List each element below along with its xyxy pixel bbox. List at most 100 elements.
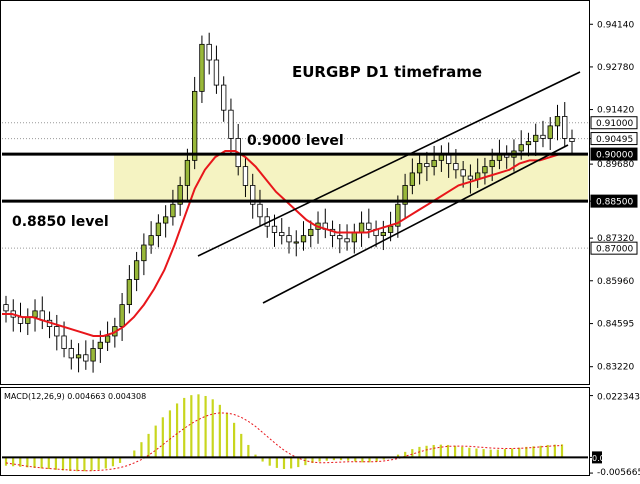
price-tag-box-4 xyxy=(590,241,638,255)
candle-body-76 xyxy=(554,116,561,127)
candle-body-27 xyxy=(199,43,205,92)
candle-body-48 xyxy=(351,232,357,243)
candle-body-64 xyxy=(467,175,474,180)
candle-body-75 xyxy=(547,125,553,139)
tick-label-4: 0.89680 xyxy=(597,160,634,170)
candle-body-54 xyxy=(395,203,401,227)
moving-average xyxy=(2,150,561,337)
candle-body-50 xyxy=(366,222,372,230)
price-tag-label-2: 0.90000 xyxy=(596,151,633,161)
candle-body-12 xyxy=(90,348,96,362)
candle-body-74 xyxy=(540,134,546,139)
macd-tick-label-0: 0.022343 xyxy=(597,393,640,403)
candle-body-72 xyxy=(525,141,532,146)
ma-line xyxy=(2,150,561,337)
candle-body-59 xyxy=(431,159,437,168)
price-axis: 0.94140 0.92780 0.91420 0.90495 0.89680 0.885… xyxy=(589,20,638,373)
candle-body-10 xyxy=(75,354,82,359)
candle-body-26 xyxy=(192,90,198,161)
candle-body-24 xyxy=(177,185,183,205)
chart-title: EURGBP D1 timeframe xyxy=(292,63,482,81)
macd-histogram: 0.022343 0.00 -0.005665 xyxy=(2,393,640,478)
candle-body-78 xyxy=(569,138,575,142)
tick-label-8: 0.84595 xyxy=(597,320,634,330)
candle-body-11 xyxy=(83,354,89,362)
candle-body-73 xyxy=(533,134,539,142)
candle-body-37 xyxy=(271,225,278,233)
macd-title: MACD(12,26,9) 0.004663 0.004308 xyxy=(4,392,146,401)
candle-body-42 xyxy=(308,228,314,237)
macd-zero-tag xyxy=(592,451,602,464)
candle-body-58 xyxy=(424,163,430,168)
price-tag-label-1: 0.90495 xyxy=(596,135,633,145)
candles xyxy=(3,32,575,373)
candle-body-4 xyxy=(32,310,38,318)
candle-body-31 xyxy=(228,109,234,139)
candle-body-41 xyxy=(300,235,307,243)
candle-body-21 xyxy=(155,222,162,237)
candle-body-30 xyxy=(221,84,227,111)
level-label-0885: 0.8850 level xyxy=(12,214,109,230)
candle-body-38 xyxy=(279,232,285,237)
candle-body-14 xyxy=(104,335,111,343)
macd-tick-label-2: -0.005665 xyxy=(597,468,640,478)
candle-body-25 xyxy=(184,159,191,186)
candle-body-8 xyxy=(61,335,67,349)
candle-body-9 xyxy=(68,348,74,359)
tick-label-2: 0.91420 xyxy=(597,106,634,116)
tick-label-7: 0.85960 xyxy=(597,277,634,287)
candle-body-52 xyxy=(380,232,386,237)
price-tag-box-2 xyxy=(590,147,638,161)
candle-body-13 xyxy=(97,341,103,349)
candle-body-17 xyxy=(126,279,133,306)
tick-label-6: 0.87320 xyxy=(597,234,634,244)
candle-body-57 xyxy=(416,163,423,174)
price-tag-box-1 xyxy=(590,132,638,146)
price-tag-label-0: 0.91000 xyxy=(596,119,633,129)
candle-body-29 xyxy=(213,59,220,86)
candle-body-2 xyxy=(17,316,24,324)
candle-body-19 xyxy=(141,244,147,262)
channel-lines xyxy=(197,71,581,304)
candle-body-71 xyxy=(518,144,524,152)
candle-body-18 xyxy=(133,260,140,280)
candle-body-63 xyxy=(460,169,466,177)
channel-line-1 xyxy=(262,144,569,304)
candle-body-22 xyxy=(162,216,169,224)
candle-body-40 xyxy=(293,241,299,244)
candle-body-46 xyxy=(337,235,343,240)
candle-body-23 xyxy=(170,203,176,218)
candle-body-49 xyxy=(358,222,365,233)
tick-label-9: 0.83220 xyxy=(597,363,634,373)
level-lines xyxy=(2,152,588,203)
macd-tick-label-1: 0.00 xyxy=(592,454,610,463)
candle-body-0 xyxy=(3,304,9,312)
candle-body-66 xyxy=(482,166,488,174)
candle-body-39 xyxy=(286,235,292,243)
candle-body-56 xyxy=(409,172,416,186)
candle-body-53 xyxy=(387,225,394,233)
candle-body-20 xyxy=(148,235,154,246)
price-tag-label-4: 0.87000 xyxy=(596,245,633,255)
candle-body-33 xyxy=(242,166,249,186)
candle-body-34 xyxy=(250,185,256,205)
price-tag-label-3: 0.88500 xyxy=(596,198,633,208)
tick-label-0: 0.94140 xyxy=(597,20,634,30)
price-tag-box-0 xyxy=(590,116,638,130)
candle-body-7 xyxy=(54,326,60,337)
candle-body-35 xyxy=(257,203,263,218)
channel-line-0 xyxy=(197,71,581,257)
candle-body-67 xyxy=(489,159,495,168)
price-tag-box-3 xyxy=(590,194,638,208)
candle-body-28 xyxy=(206,43,212,61)
macd-signal-line xyxy=(5,412,563,472)
level-label-0900: 0.9000 level xyxy=(247,133,344,149)
candle-body-16 xyxy=(119,304,125,327)
tick-label-1: 0.92780 xyxy=(597,63,634,73)
candle-body-62 xyxy=(453,163,459,171)
candle-body-55 xyxy=(402,185,408,205)
candle-body-77 xyxy=(562,116,568,139)
candle-body-47 xyxy=(344,238,350,243)
